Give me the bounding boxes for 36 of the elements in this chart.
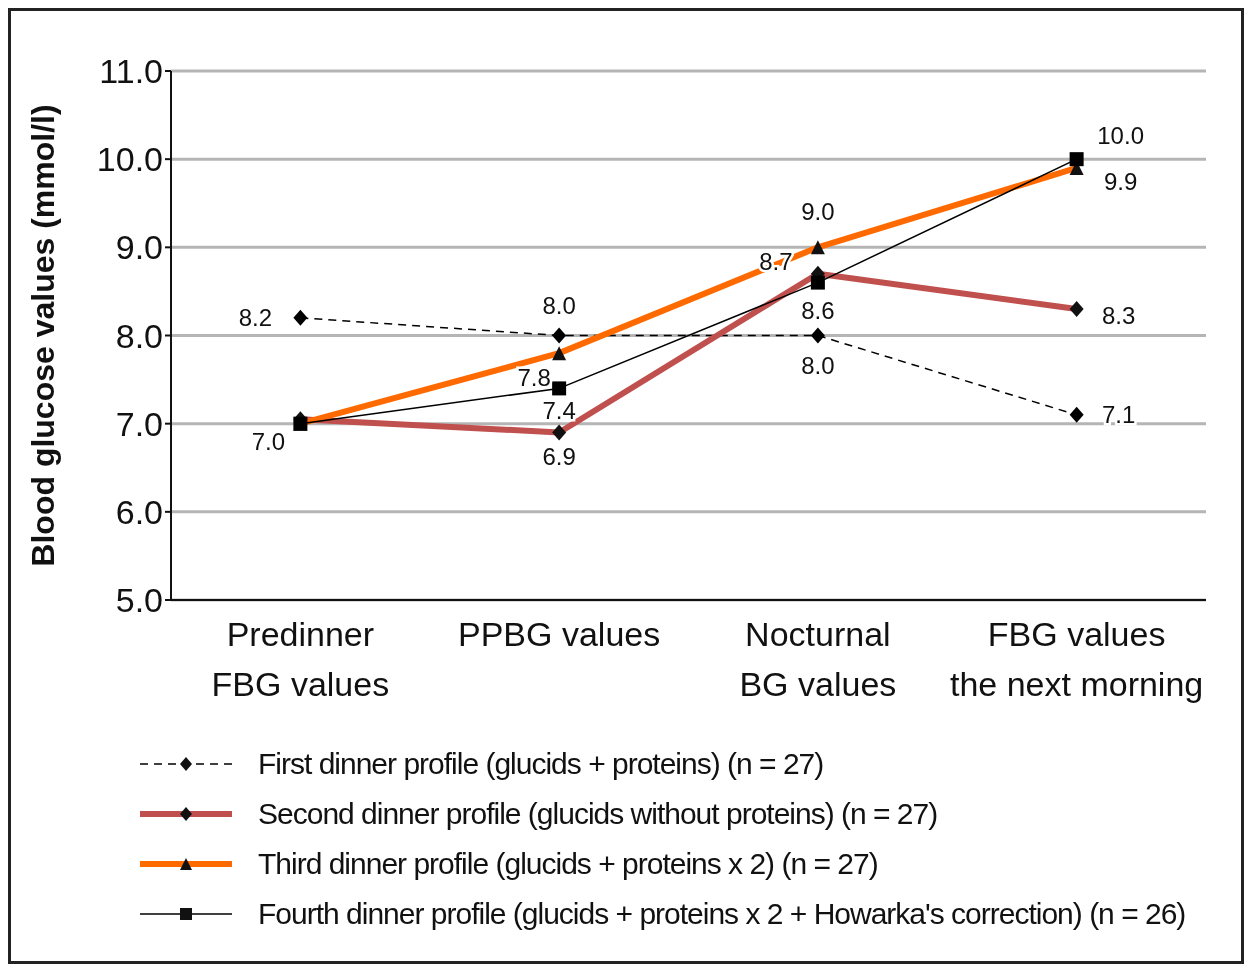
point	[293, 309, 308, 326]
data-label: 10.0	[1097, 121, 1144, 149]
y-axis-title: Blood glucose values (mmol/l)	[25, 104, 62, 567]
point	[1069, 152, 1084, 167]
legend-label: First dinner profile (glucids + proteins) (n = 27)	[258, 747, 824, 781]
data-label: 8.0	[542, 292, 576, 319]
data-label: 6.9	[542, 442, 576, 470]
data-label: 9.0	[801, 197, 835, 225]
data-label: 9.9	[1103, 168, 1138, 196]
point	[810, 275, 825, 290]
point	[1069, 406, 1084, 423]
data-label: 8.2	[238, 304, 273, 332]
y-tick-label: 5.0	[115, 581, 163, 620]
legend-label: Fourth dinner profile (glucids + proteins x 2 + Howarka's correction) (n = 26)	[258, 897, 1186, 931]
data-label: 7.0	[251, 428, 286, 456]
data-label: 8.3	[1101, 301, 1136, 329]
x-tick-label: FBG values the next morning	[949, 615, 1204, 703]
point	[552, 381, 567, 396]
y-tick-label: 7.0	[115, 404, 163, 443]
y-tick-label: 10.0	[96, 140, 163, 179]
data-label: 7.1	[1101, 401, 1136, 429]
x-tick-label: PPBG values	[458, 615, 661, 653]
data-label: 8.6	[801, 297, 835, 325]
data-label: 7.8	[517, 363, 551, 391]
data-label: 7.4	[542, 396, 576, 424]
y-tick-label: 6.0	[115, 492, 163, 531]
legend-label: Second dinner profile (glucids without proteins) (n = 27)	[258, 797, 938, 831]
point	[552, 327, 567, 344]
x-tick-label: Predinner FBG values	[211, 615, 390, 703]
y-tick-label: 11.0	[99, 52, 163, 91]
y-tick-label: 8.0	[115, 316, 163, 355]
point	[810, 327, 825, 344]
legend-label: Third dinner profile (glucids + proteins x 2) (n = 27)	[258, 847, 878, 881]
data-label: 8.0	[801, 352, 835, 379]
x-tick-label: Nocturnal BG values	[739, 615, 897, 703]
y-tick-label: 9.0	[115, 228, 163, 267]
